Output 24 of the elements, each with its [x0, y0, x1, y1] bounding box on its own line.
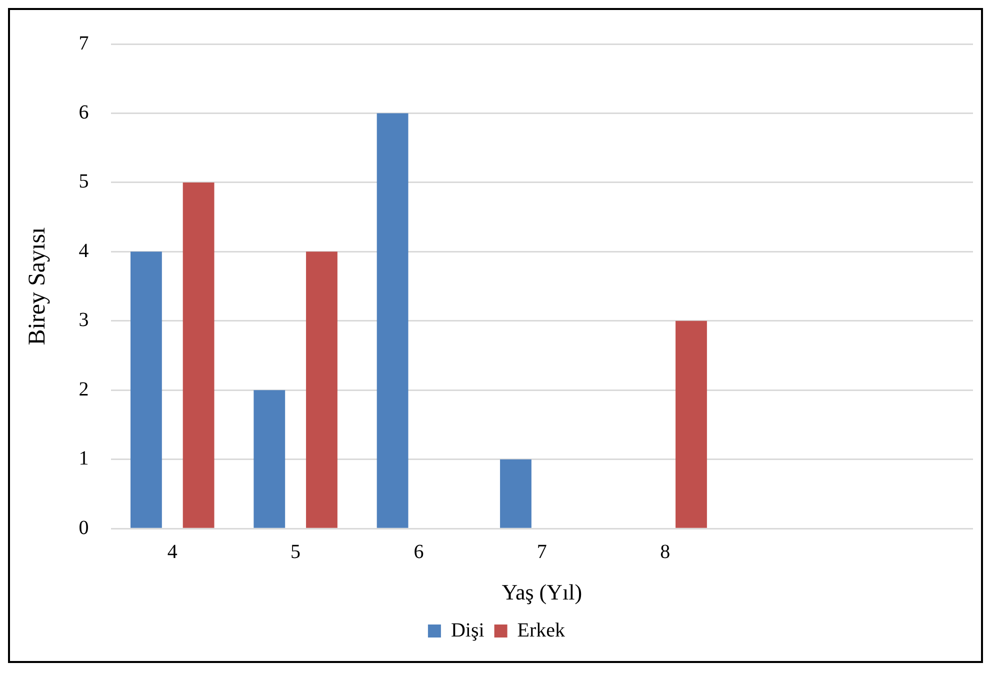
x-axis-title: Yaş (Yıl) [502, 580, 582, 605]
x-tick-label: 7 [536, 540, 547, 563]
bar [130, 252, 162, 528]
x-tick-label: 4 [167, 540, 178, 563]
bar [306, 252, 338, 528]
y-tick-label: 1 [78, 448, 89, 470]
y-tick-label: 2 [78, 378, 89, 400]
bar [254, 390, 286, 528]
y-tick-label: 4 [78, 240, 89, 262]
y-tick-label: 0 [78, 516, 89, 539]
y-tick-label: 6 [78, 101, 89, 124]
y-tick-label: 3 [78, 309, 89, 332]
x-tick-label: 8 [660, 540, 670, 563]
bar [676, 320, 707, 528]
y-tick-label: 5 [78, 170, 89, 193]
bar [500, 459, 532, 528]
bar [376, 113, 408, 528]
legend-label: Erkek [517, 619, 566, 642]
y-tick-label: 7 [78, 32, 89, 54]
x-tick-label: 5 [290, 540, 301, 563]
x-tick-label: 6 [414, 540, 424, 563]
bar [182, 182, 214, 528]
y-axis-title: Birey Sayısı [24, 226, 51, 346]
legend-label: Dişi [450, 619, 485, 642]
